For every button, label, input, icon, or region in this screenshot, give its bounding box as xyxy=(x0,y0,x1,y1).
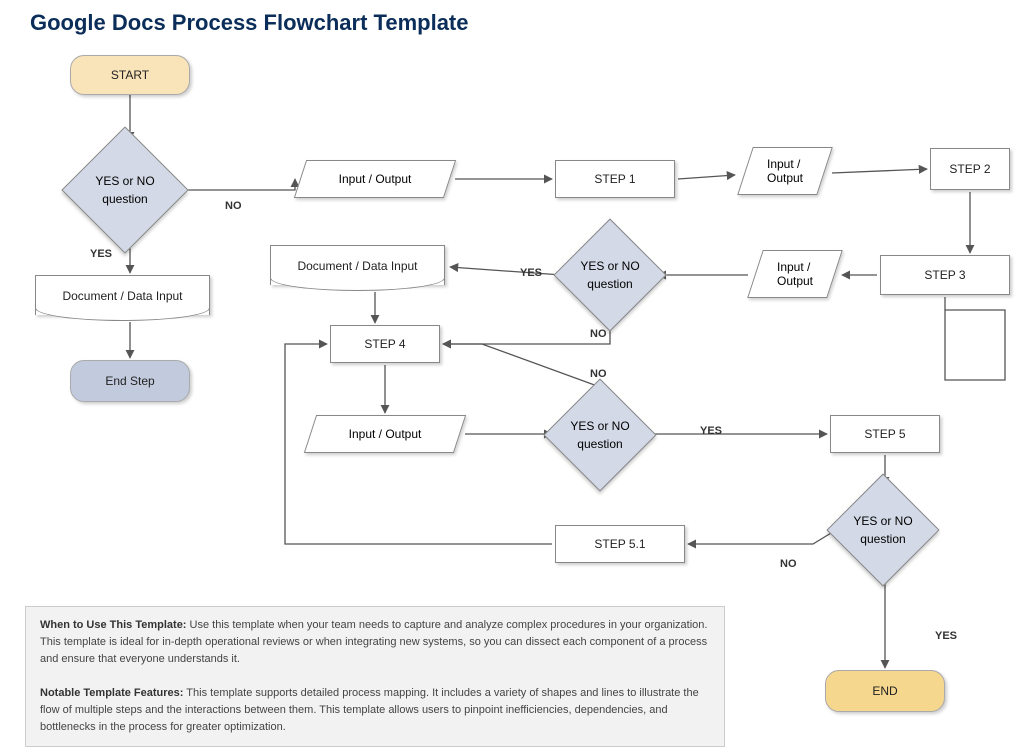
edge-label-q1_no: NO xyxy=(225,200,242,212)
node-io4: Input / Output xyxy=(304,415,466,453)
edge-label-q3_yes: YES xyxy=(700,425,722,437)
edge-label-q4_yes: YES xyxy=(935,630,957,642)
node-q2: YES or NOquestion xyxy=(570,235,650,315)
edge-21 xyxy=(945,297,1005,380)
edge-label-q3_no: NO xyxy=(590,368,607,380)
edge-label-q4_no: NO xyxy=(780,558,797,570)
info-p1-bold: When to Use This Template: xyxy=(40,619,186,631)
node-doc2: Document / Data Input xyxy=(270,245,445,285)
node-io2: Input /Output xyxy=(737,147,833,195)
node-step2: STEP 2 xyxy=(930,148,1010,190)
edge-6 xyxy=(832,169,927,173)
node-end: END xyxy=(825,670,945,712)
edge-5 xyxy=(678,175,735,179)
node-io3: Input /Output xyxy=(747,250,843,298)
edge-18 xyxy=(688,530,836,544)
node-step3: STEP 3 xyxy=(880,255,1010,295)
edge-15 xyxy=(443,323,610,344)
node-step1: STEP 1 xyxy=(555,160,675,198)
node-step51: STEP 5.1 xyxy=(555,525,685,563)
info-box: When to Use This Template: Use this temp… xyxy=(25,606,725,747)
node-doc1: Document / Data Input xyxy=(35,275,210,315)
edge-16 xyxy=(443,344,600,387)
edge-label-q2_no: NO xyxy=(590,328,607,340)
edge-10 xyxy=(450,267,562,275)
node-start: START xyxy=(70,55,190,95)
node-q4: YES or NOquestion xyxy=(843,490,923,570)
node-endstep: End Step xyxy=(70,360,190,402)
node-q1: YES or NOquestion xyxy=(80,145,170,235)
edge-label-q2_yes: YES xyxy=(520,267,542,279)
edge-3 xyxy=(178,179,295,190)
node-io1: Input / Output xyxy=(294,160,456,198)
node-step4: STEP 4 xyxy=(330,325,440,363)
info-p2-bold: Notable Template Features: xyxy=(40,687,183,699)
page-title: Google Docs Process Flowchart Template xyxy=(30,10,469,36)
edge-label-q1_yes: YES xyxy=(90,248,112,260)
node-step5: STEP 5 xyxy=(830,415,940,453)
node-q3: YES or NOquestion xyxy=(560,395,640,475)
